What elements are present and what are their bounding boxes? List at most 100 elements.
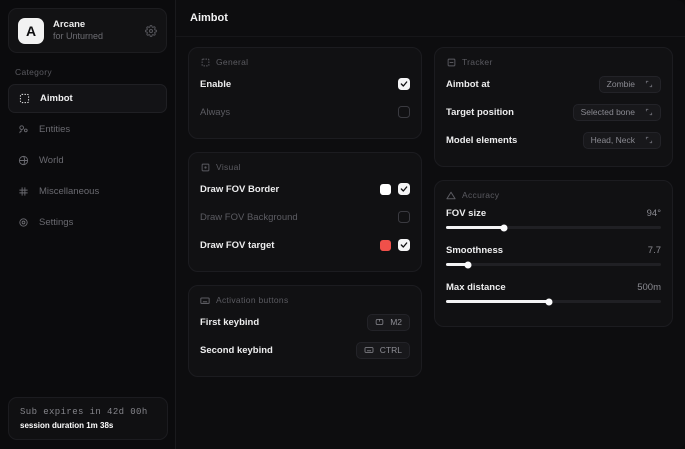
row-controls bbox=[398, 78, 410, 90]
row-enable[interactable]: Enable bbox=[200, 70, 410, 98]
expand-icon bbox=[645, 108, 653, 116]
globe-icon bbox=[17, 154, 30, 167]
keybind-value: CTRL bbox=[379, 345, 402, 355]
row-draw-fov-background[interactable]: Draw FOV Background bbox=[200, 203, 410, 231]
dropdown-target-position[interactable]: Selected bone bbox=[572, 103, 661, 121]
panel-general-header: General bbox=[200, 57, 410, 70]
row-second-keybind[interactable]: Second keybind CTRL bbox=[200, 336, 410, 364]
checkbox-fov-background[interactable] bbox=[398, 211, 410, 223]
panel-title: Tracker bbox=[462, 57, 493, 67]
panel-visual: Visual Draw FOV Border Draw FOV Backgrou… bbox=[188, 152, 422, 272]
checkbox-always[interactable] bbox=[398, 106, 410, 118]
slider-smoothness: Smoothness 7.7 bbox=[446, 240, 661, 268]
slider-track-max-distance[interactable] bbox=[446, 298, 661, 305]
dropdown-aimbot-at[interactable]: Zombie bbox=[598, 75, 661, 93]
slider-knob[interactable] bbox=[545, 298, 553, 305]
sidebar-item-world[interactable]: World bbox=[8, 146, 167, 175]
grid-icon bbox=[17, 185, 30, 198]
panel-title: Accuracy bbox=[462, 190, 500, 200]
checkbox-fov-border[interactable] bbox=[398, 183, 410, 195]
main-content: Aimbot General Enable bbox=[176, 0, 685, 449]
sidebar-item-entities[interactable]: Entities bbox=[8, 115, 167, 144]
session-duration: session duration 1m 38s bbox=[20, 421, 114, 430]
slider-track-smoothness[interactable] bbox=[446, 261, 661, 268]
panel-tracker: Tracker Aimbot at Zombie bbox=[434, 47, 673, 167]
keybind-button-second[interactable]: CTRL bbox=[355, 341, 410, 359]
panel-accuracy: Accuracy FOV size 94° bbox=[434, 180, 673, 327]
image-icon bbox=[200, 162, 210, 172]
dropdown-value: Zombie bbox=[606, 79, 635, 89]
row-model-elements[interactable]: Model elements Head, Neck bbox=[446, 126, 661, 154]
panel-title: Visual bbox=[216, 162, 241, 172]
subscription-expiry: Sub expires in 42d 00h bbox=[20, 407, 148, 417]
left-column: General Enable Always bbox=[188, 47, 422, 377]
keyboard-icon bbox=[364, 346, 374, 354]
row-label: Aimbot at bbox=[446, 78, 490, 90]
mouse-icon bbox=[375, 318, 384, 326]
expand-icon bbox=[645, 80, 653, 88]
slider-header: FOV size 94° bbox=[446, 208, 661, 219]
row-first-keybind[interactable]: First keybind M2 bbox=[200, 308, 410, 336]
row-label: Model elements bbox=[446, 134, 518, 146]
slider-label: Max distance bbox=[446, 282, 506, 293]
row-label: Always bbox=[200, 106, 231, 118]
page-title: Aimbot bbox=[190, 12, 228, 24]
panel-activation-buttons: Activation buttons First keybind M2 bbox=[188, 285, 422, 377]
checkbox-fov-target[interactable] bbox=[398, 239, 410, 251]
checkbox-enable[interactable] bbox=[398, 78, 410, 90]
slider-fill bbox=[446, 300, 550, 303]
brand-text: Arcane for Unturned bbox=[53, 19, 136, 42]
color-swatch-fov-border[interactable] bbox=[380, 183, 391, 195]
slider-max-distance: Max distance 500m bbox=[446, 277, 661, 305]
color-swatch-fov-target[interactable] bbox=[380, 239, 391, 251]
row-label: Draw FOV Border bbox=[200, 183, 280, 195]
expand-icon bbox=[645, 136, 653, 144]
slider-knob[interactable] bbox=[500, 224, 508, 231]
sidebar-item-label: World bbox=[39, 155, 64, 166]
slider-header: Smoothness 7.7 bbox=[446, 245, 661, 256]
sidebar-item-label: Entities bbox=[39, 124, 71, 135]
sidebar-item-label: Miscellaneous bbox=[39, 186, 100, 197]
keyboard-icon bbox=[200, 295, 210, 305]
slider-value: 94° bbox=[646, 208, 661, 219]
gear-icon bbox=[17, 216, 30, 229]
panel-general: General Enable Always bbox=[188, 47, 422, 139]
slider-fill bbox=[446, 263, 468, 266]
row-draw-fov-border[interactable]: Draw FOV Border bbox=[200, 175, 410, 203]
subscription-status: Sub expires in 42d 00h session duration … bbox=[8, 397, 168, 440]
panel-title: General bbox=[216, 57, 249, 67]
panel-icon bbox=[446, 57, 456, 67]
row-label: Target position bbox=[446, 106, 514, 118]
slider-label: FOV size bbox=[446, 208, 487, 219]
dropdown-model-elements[interactable]: Head, Neck bbox=[582, 131, 661, 149]
sidebar-item-settings[interactable]: Settings bbox=[8, 208, 167, 237]
row-aimbot-at[interactable]: Aimbot at Zombie bbox=[446, 70, 661, 98]
slider-value: 500m bbox=[637, 282, 661, 293]
sidebar-item-label: Settings bbox=[39, 217, 74, 228]
sidebar-item-miscellaneous[interactable]: Miscellaneous bbox=[8, 177, 167, 206]
row-controls bbox=[398, 211, 410, 223]
brand-header[interactable]: A Arcane for Unturned bbox=[8, 8, 167, 53]
gear-icon[interactable] bbox=[145, 24, 157, 37]
slider-fov-size: FOV size 94° bbox=[446, 203, 661, 231]
category-label: Category bbox=[15, 67, 52, 77]
row-label: Draw FOV Background bbox=[200, 211, 298, 223]
slider-knob[interactable] bbox=[464, 261, 471, 268]
panel-visual-header: Visual bbox=[200, 162, 410, 175]
app-name: Arcane bbox=[53, 18, 86, 30]
slider-header: Max distance 500m bbox=[446, 282, 661, 293]
keybind-button-first[interactable]: M2 bbox=[367, 313, 410, 331]
keybind-value: M2 bbox=[390, 317, 402, 327]
app-logo: A bbox=[18, 17, 44, 44]
crosshair-icon bbox=[18, 92, 31, 105]
row-target-position[interactable]: Target position Selected bone bbox=[446, 98, 661, 126]
row-label: First keybind bbox=[200, 316, 260, 328]
slider-label: Smoothness bbox=[446, 245, 504, 256]
row-label: Second keybind bbox=[200, 344, 273, 356]
slider-track-fov-size[interactable] bbox=[446, 224, 661, 231]
sidebar-item-aimbot[interactable]: Aimbot bbox=[8, 84, 167, 113]
panel-accuracy-header: Accuracy bbox=[446, 190, 661, 203]
row-draw-fov-target[interactable]: Draw FOV target bbox=[200, 231, 410, 259]
sidebar: A Arcane for Unturned Category bbox=[0, 0, 176, 449]
row-always[interactable]: Always bbox=[200, 98, 410, 126]
